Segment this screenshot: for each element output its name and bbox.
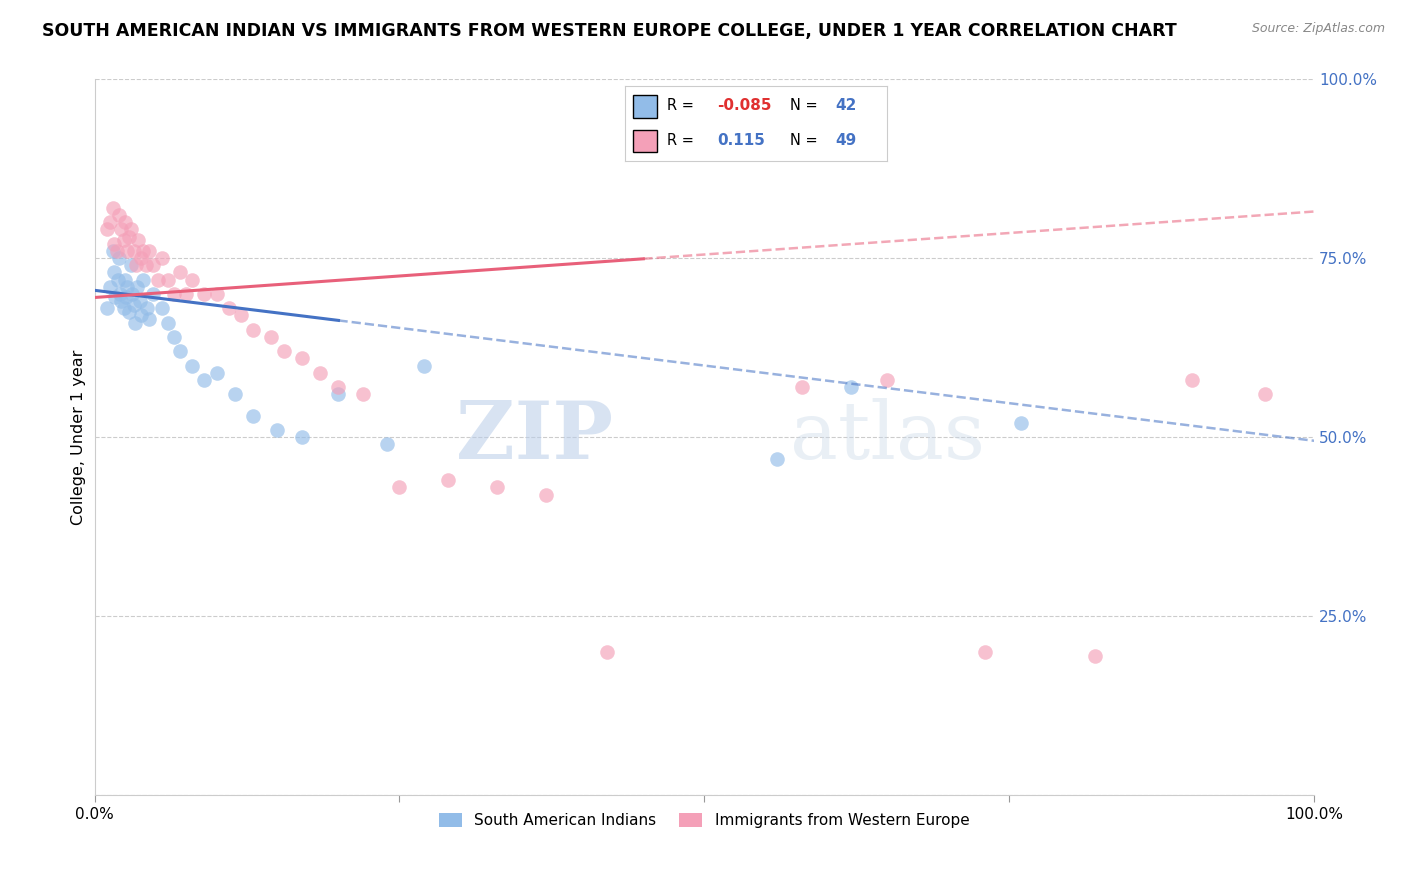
Point	[388, 480, 411, 494]
Point	[156, 316, 179, 330]
Point	[110, 294, 132, 309]
Point	[112, 301, 135, 316]
Point	[1010, 416, 1032, 430]
Point	[328, 387, 350, 401]
Point	[132, 244, 155, 258]
Point	[375, 437, 398, 451]
Point	[309, 366, 332, 380]
Point	[876, 373, 898, 387]
Point	[242, 409, 264, 423]
Point	[181, 359, 204, 373]
Point	[125, 258, 148, 272]
Point	[127, 233, 149, 247]
Point	[118, 305, 141, 319]
Point	[117, 244, 139, 258]
Point	[260, 330, 283, 344]
Point	[142, 258, 165, 272]
Point	[766, 451, 789, 466]
Point	[229, 309, 252, 323]
Point	[242, 323, 264, 337]
Text: atlas: atlas	[790, 398, 984, 476]
Point	[193, 373, 215, 387]
Point	[156, 272, 179, 286]
Point	[534, 487, 557, 501]
Point	[108, 286, 131, 301]
Point	[136, 301, 159, 316]
Point	[96, 301, 118, 316]
Point	[266, 423, 288, 437]
Point	[273, 344, 295, 359]
Point	[138, 244, 160, 258]
Point	[129, 251, 152, 265]
Point	[124, 316, 146, 330]
Point	[104, 291, 127, 305]
Point	[150, 251, 173, 265]
Point	[96, 222, 118, 236]
Point	[101, 244, 124, 258]
Point	[112, 233, 135, 247]
Text: SOUTH AMERICAN INDIAN VS IMMIGRANTS FROM WESTERN EUROPE COLLEGE, UNDER 1 YEAR CO: SOUTH AMERICAN INDIAN VS IMMIGRANTS FROM…	[42, 22, 1177, 40]
Point	[291, 351, 314, 366]
Point	[146, 272, 169, 286]
Point	[150, 301, 173, 316]
Point	[108, 208, 131, 222]
Point	[193, 286, 215, 301]
Point	[132, 272, 155, 286]
Point	[174, 286, 197, 301]
Point	[103, 265, 125, 279]
Y-axis label: College, Under 1 year: College, Under 1 year	[72, 350, 86, 524]
Text: Source: ZipAtlas.com: Source: ZipAtlas.com	[1251, 22, 1385, 36]
Point	[142, 286, 165, 301]
Point	[118, 229, 141, 244]
Point	[107, 272, 129, 286]
Point	[108, 251, 131, 265]
Point	[596, 645, 619, 659]
Point	[169, 344, 191, 359]
Text: ZIP: ZIP	[456, 398, 613, 476]
Point	[101, 201, 124, 215]
Point	[122, 244, 145, 258]
Point	[973, 645, 995, 659]
Point	[114, 272, 136, 286]
Point	[121, 286, 143, 301]
Point	[291, 430, 314, 444]
Point	[120, 222, 142, 236]
Point	[790, 380, 813, 394]
Point	[181, 272, 204, 286]
Point	[103, 236, 125, 251]
Point	[138, 312, 160, 326]
Point	[114, 215, 136, 229]
Point	[1254, 387, 1277, 401]
Point	[328, 380, 350, 394]
Point	[224, 387, 246, 401]
Point	[205, 286, 228, 301]
Point	[163, 330, 186, 344]
Point	[100, 279, 122, 293]
Point	[437, 473, 460, 487]
Point	[105, 244, 128, 258]
Point	[218, 301, 240, 316]
Point	[1181, 373, 1204, 387]
Point	[169, 265, 191, 279]
Point	[163, 286, 186, 301]
Legend: South American Indians, Immigrants from Western Europe: South American Indians, Immigrants from …	[433, 807, 976, 834]
Point	[205, 366, 228, 380]
Point	[128, 294, 150, 309]
Point	[110, 222, 132, 236]
Point	[1083, 648, 1105, 663]
Point	[100, 215, 122, 229]
Point	[120, 258, 142, 272]
Point	[485, 480, 508, 494]
Point	[352, 387, 374, 401]
Point	[135, 258, 157, 272]
Point	[122, 298, 145, 312]
Point	[412, 359, 434, 373]
Point	[129, 309, 152, 323]
Point	[115, 291, 138, 305]
Point	[127, 279, 149, 293]
Point	[839, 380, 862, 394]
Point	[117, 279, 139, 293]
